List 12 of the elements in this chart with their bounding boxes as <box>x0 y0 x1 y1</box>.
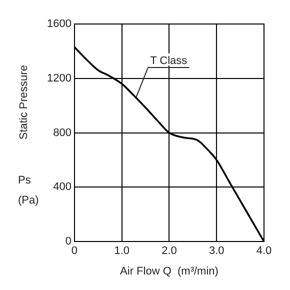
x-tick-label: 4.0 <box>256 245 272 258</box>
y-tick-label: 1200 <box>46 72 72 84</box>
y-tick-label: 400 <box>53 181 72 194</box>
x-tick-label: 1.0 <box>114 245 130 258</box>
text: Static Pressure Ps (Pa) <box>18 65 39 207</box>
x-tick-label: 2.0 <box>162 245 177 258</box>
y-tick-label: 0 <box>65 236 72 248</box>
y-tick-label: 800 <box>53 126 72 139</box>
x-tick-label: 3.0 <box>208 245 224 258</box>
annotation: T Class <box>150 54 188 67</box>
y-tick-label: 1600 <box>46 18 72 30</box>
x-axis-title: Air Flow Q (m³/min) <box>120 265 218 278</box>
